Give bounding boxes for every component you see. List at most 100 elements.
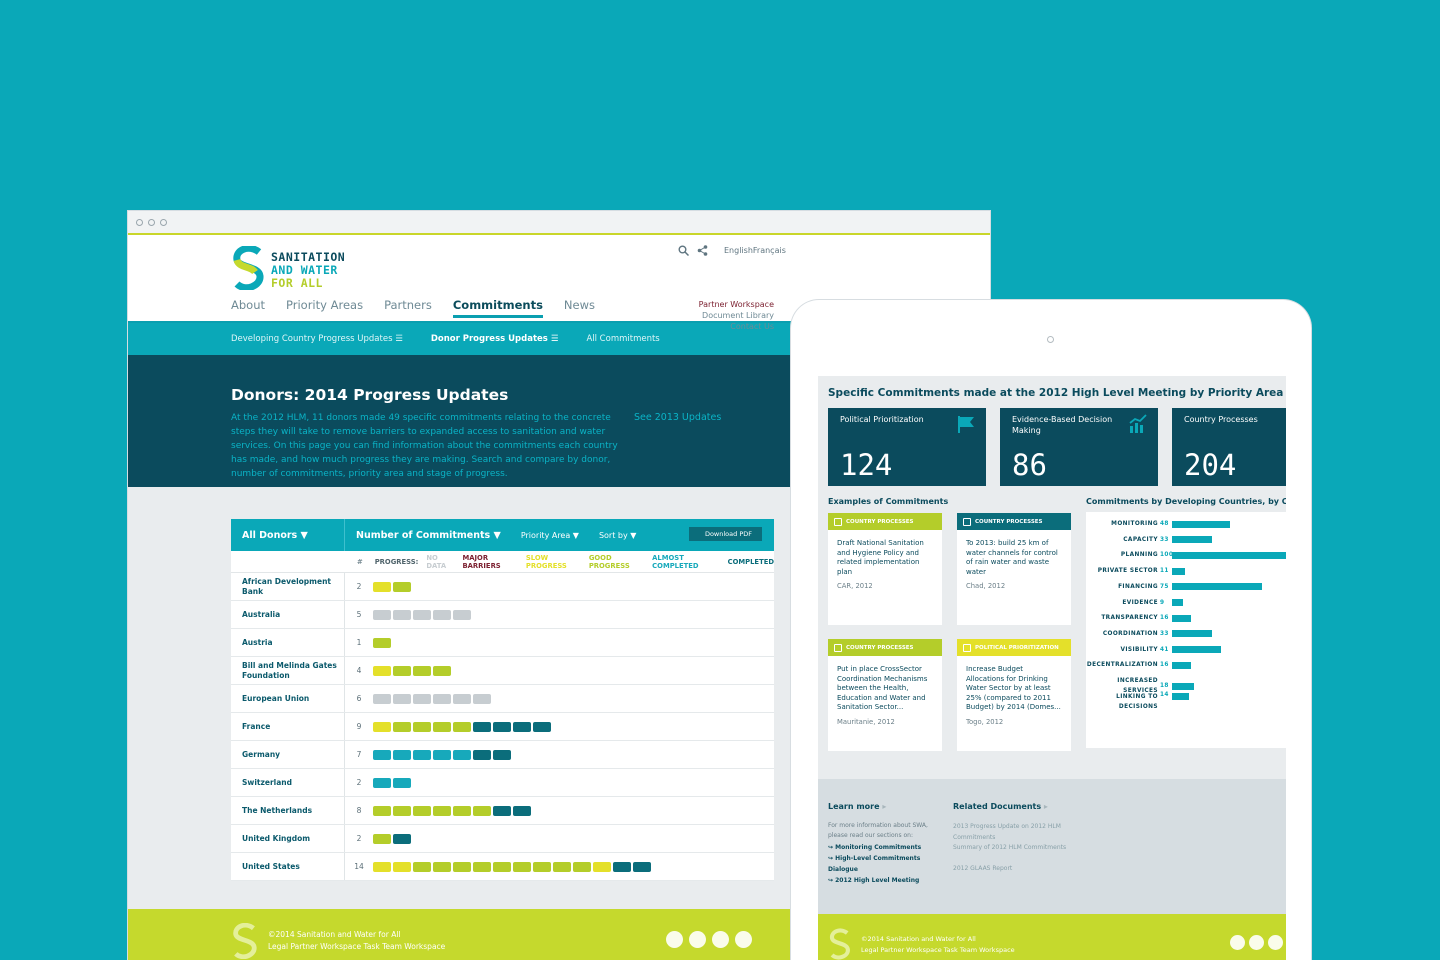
table-row[interactable]: France 9: [231, 713, 774, 741]
progress-bar-nodata[interactable]: [413, 693, 431, 704]
progress-bar-completed[interactable]: [513, 721, 531, 732]
progress-bar-good[interactable]: [533, 861, 551, 872]
learn-more-heading[interactable]: Learn more ▸: [828, 802, 886, 811]
progress-bar-good[interactable]: [413, 665, 431, 676]
progress-bar-good[interactable]: [573, 861, 591, 872]
nav-about[interactable]: About: [231, 298, 266, 312]
progress-bar-good[interactable]: [493, 861, 511, 872]
category-bar[interactable]: [1172, 646, 1221, 654]
table-row[interactable]: Switzerland 2: [231, 769, 774, 797]
progress-bar-good[interactable]: [433, 665, 451, 676]
learn-link-dialogue[interactable]: ↪ High-Level Commitments Dialogue: [828, 855, 921, 873]
progress-bar-good[interactable]: [453, 805, 471, 816]
legend-item[interactable]: COMPLETED: [727, 557, 774, 566]
learn-link-hlm[interactable]: ↪ 2012 High Level Meeting: [828, 877, 920, 884]
progress-bar-nodata[interactable]: [393, 693, 411, 704]
progress-bar-good[interactable]: [393, 665, 411, 676]
progress-bar-nodata[interactable]: [453, 609, 471, 620]
commitment-card[interactable]: COUNTRY PROCESSES To 2013: build 25 km of…: [957, 513, 1071, 625]
progress-bar-good[interactable]: [473, 861, 491, 872]
brand-wordmark[interactable]: SANITATION AND WATER FOR ALL: [271, 251, 345, 290]
priority-area-filter[interactable]: Priority Area ▼: [520, 530, 579, 540]
document-library-link[interactable]: Document Library: [702, 311, 774, 320]
language-switch[interactable]: EnglishFrançais: [724, 246, 786, 255]
category-bar[interactable]: [1172, 661, 1191, 669]
email-icon[interactable]: [735, 931, 752, 948]
progress-bar-good[interactable]: [373, 637, 391, 648]
stat-evidence-based[interactable]: Evidence-Based Decision Making 86: [1000, 408, 1158, 486]
twitter-icon[interactable]: [1249, 935, 1264, 950]
nav-commitments[interactable]: Commitments: [452, 298, 543, 318]
related-doc-link[interactable]: Summary of 2012 HLM Commitments: [953, 844, 1067, 851]
donor-name[interactable]: European Union: [231, 685, 345, 712]
table-row[interactable]: Australia 5: [231, 601, 774, 629]
progress-bar-almost[interactable]: [393, 749, 411, 760]
progress-bar-nodata[interactable]: [413, 609, 431, 620]
progress-bar-completed[interactable]: [493, 721, 511, 732]
learn-link-monitoring[interactable]: ↪ Monitoring Commitments: [828, 844, 922, 851]
progress-bar-nodata[interactable]: [453, 693, 471, 704]
progress-bar-almost[interactable]: [433, 749, 451, 760]
donor-name[interactable]: United States: [231, 853, 345, 880]
progress-bar-slow[interactable]: [373, 861, 391, 872]
category-bar[interactable]: [1172, 614, 1191, 622]
subnav-developing-country[interactable]: Developing Country Progress Updates ☰: [231, 334, 403, 344]
search-icon[interactable]: [678, 245, 689, 256]
donor-name[interactable]: Bill and Melinda Gates Foundation: [231, 657, 345, 684]
donor-name[interactable]: Australia: [231, 601, 345, 628]
progress-bar-completed[interactable]: [393, 833, 411, 844]
donor-name[interactable]: The Netherlands: [231, 797, 345, 824]
nav-news[interactable]: News: [563, 298, 595, 312]
progress-bar-slow[interactable]: [393, 861, 411, 872]
donor-name[interactable]: United Kingdom: [231, 825, 345, 852]
progress-bar-completed[interactable]: [473, 749, 491, 760]
progress-bar-nodata[interactable]: [433, 693, 451, 704]
progress-bar-completed[interactable]: [493, 805, 511, 816]
progress-bar-almost[interactable]: [453, 749, 471, 760]
youtube-icon[interactable]: [712, 931, 729, 948]
category-bar[interactable]: [1172, 520, 1230, 528]
progress-bar-good[interactable]: [393, 805, 411, 816]
progress-bar-slow[interactable]: [373, 665, 391, 676]
facebook-icon[interactable]: [1230, 935, 1245, 950]
progress-bar-almost[interactable]: [393, 777, 411, 788]
category-bar[interactable]: [1172, 536, 1212, 544]
progress-bar-completed[interactable]: [513, 805, 531, 816]
table-row[interactable]: The Netherlands 8: [231, 797, 774, 825]
see-2013-link[interactable]: See 2013 Updates: [634, 412, 722, 423]
table-row[interactable]: United States 14: [231, 853, 774, 881]
footer-logo-icon[interactable]: [828, 928, 852, 960]
all-donors-filter[interactable]: All Donors ▼: [231, 519, 345, 551]
progress-bar-good[interactable]: [373, 805, 391, 816]
progress-bar-good[interactable]: [553, 861, 571, 872]
partner-workspace-link[interactable]: Partner Workspace: [698, 300, 774, 309]
progress-bar-nodata[interactable]: [433, 609, 451, 620]
contact-us-link[interactable]: Contact Us: [730, 322, 774, 331]
twitter-icon[interactable]: [689, 931, 706, 948]
progress-bar-nodata[interactable]: [393, 609, 411, 620]
progress-bar-slow[interactable]: [373, 721, 391, 732]
nav-priority-areas[interactable]: Priority Areas: [286, 298, 364, 312]
related-doc-link[interactable]: 2012 GLAAS Report: [953, 865, 1013, 872]
youtube-icon[interactable]: [1268, 935, 1283, 950]
progress-bar-good[interactable]: [453, 861, 471, 872]
progress-bar-completed[interactable]: [633, 861, 651, 872]
swa-logo-icon[interactable]: [231, 246, 266, 290]
progress-bar-good[interactable]: [453, 721, 471, 732]
category-bar[interactable]: [1172, 583, 1262, 591]
window-dot[interactable]: [160, 219, 167, 226]
progress-bar-almost[interactable]: [373, 749, 391, 760]
progress-bar-slow[interactable]: [593, 861, 611, 872]
progress-bar-good[interactable]: [373, 833, 391, 844]
table-row[interactable]: United Kingdom 2: [231, 825, 774, 853]
legend-item[interactable]: ALMOST COMPLETED: [652, 553, 699, 570]
legend-item[interactable]: NO DATA: [426, 553, 447, 570]
category-bar[interactable]: [1172, 692, 1189, 700]
share-icon[interactable]: [697, 245, 708, 256]
window-dot[interactable]: [148, 219, 155, 226]
table-row[interactable]: Germany 7: [231, 741, 774, 769]
legend-item[interactable]: GOOD PROGRESS: [588, 553, 630, 570]
progress-bar-completed[interactable]: [613, 861, 631, 872]
progress-bar-nodata[interactable]: [473, 693, 491, 704]
footer-links[interactable]: Legal Partner Workspace Task Team Worksp…: [268, 942, 446, 951]
